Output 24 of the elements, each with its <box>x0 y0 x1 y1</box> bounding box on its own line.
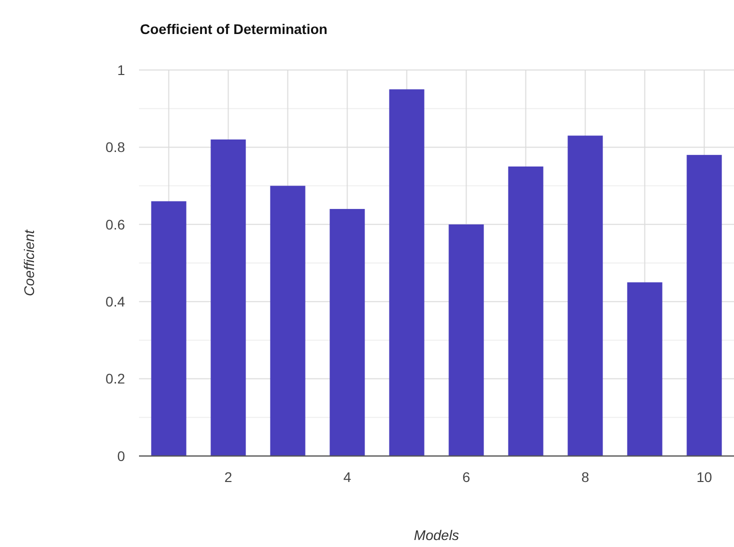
bar <box>330 208 365 456</box>
bar <box>210 139 246 456</box>
x-tick-label: 4 <box>343 468 352 485</box>
chart-title: Coefficient of Determination <box>140 21 328 37</box>
bar <box>151 201 186 456</box>
y-axis-title: Coefficient <box>21 228 37 296</box>
x-axis-title: Models <box>414 527 460 543</box>
x-tick-label: 6 <box>462 468 470 485</box>
bar <box>448 224 484 456</box>
y-tick-label: 0.8 <box>106 139 126 156</box>
y-tick-label: 1 <box>117 62 126 78</box>
bar <box>508 166 544 456</box>
y-tick-label: 0.4 <box>106 294 126 310</box>
y-tick-label: 0.6 <box>106 216 126 232</box>
x-tick-label: 8 <box>581 468 590 485</box>
bar <box>568 136 603 456</box>
x-tick-label: 10 <box>696 468 712 485</box>
bar <box>389 89 424 456</box>
x-tick-label: 2 <box>224 468 232 485</box>
bar <box>627 282 662 456</box>
bar <box>270 186 306 456</box>
bar <box>686 154 722 456</box>
y-tick-label: 0 <box>117 448 126 464</box>
y-tick-label: 0.2 <box>106 370 126 387</box>
